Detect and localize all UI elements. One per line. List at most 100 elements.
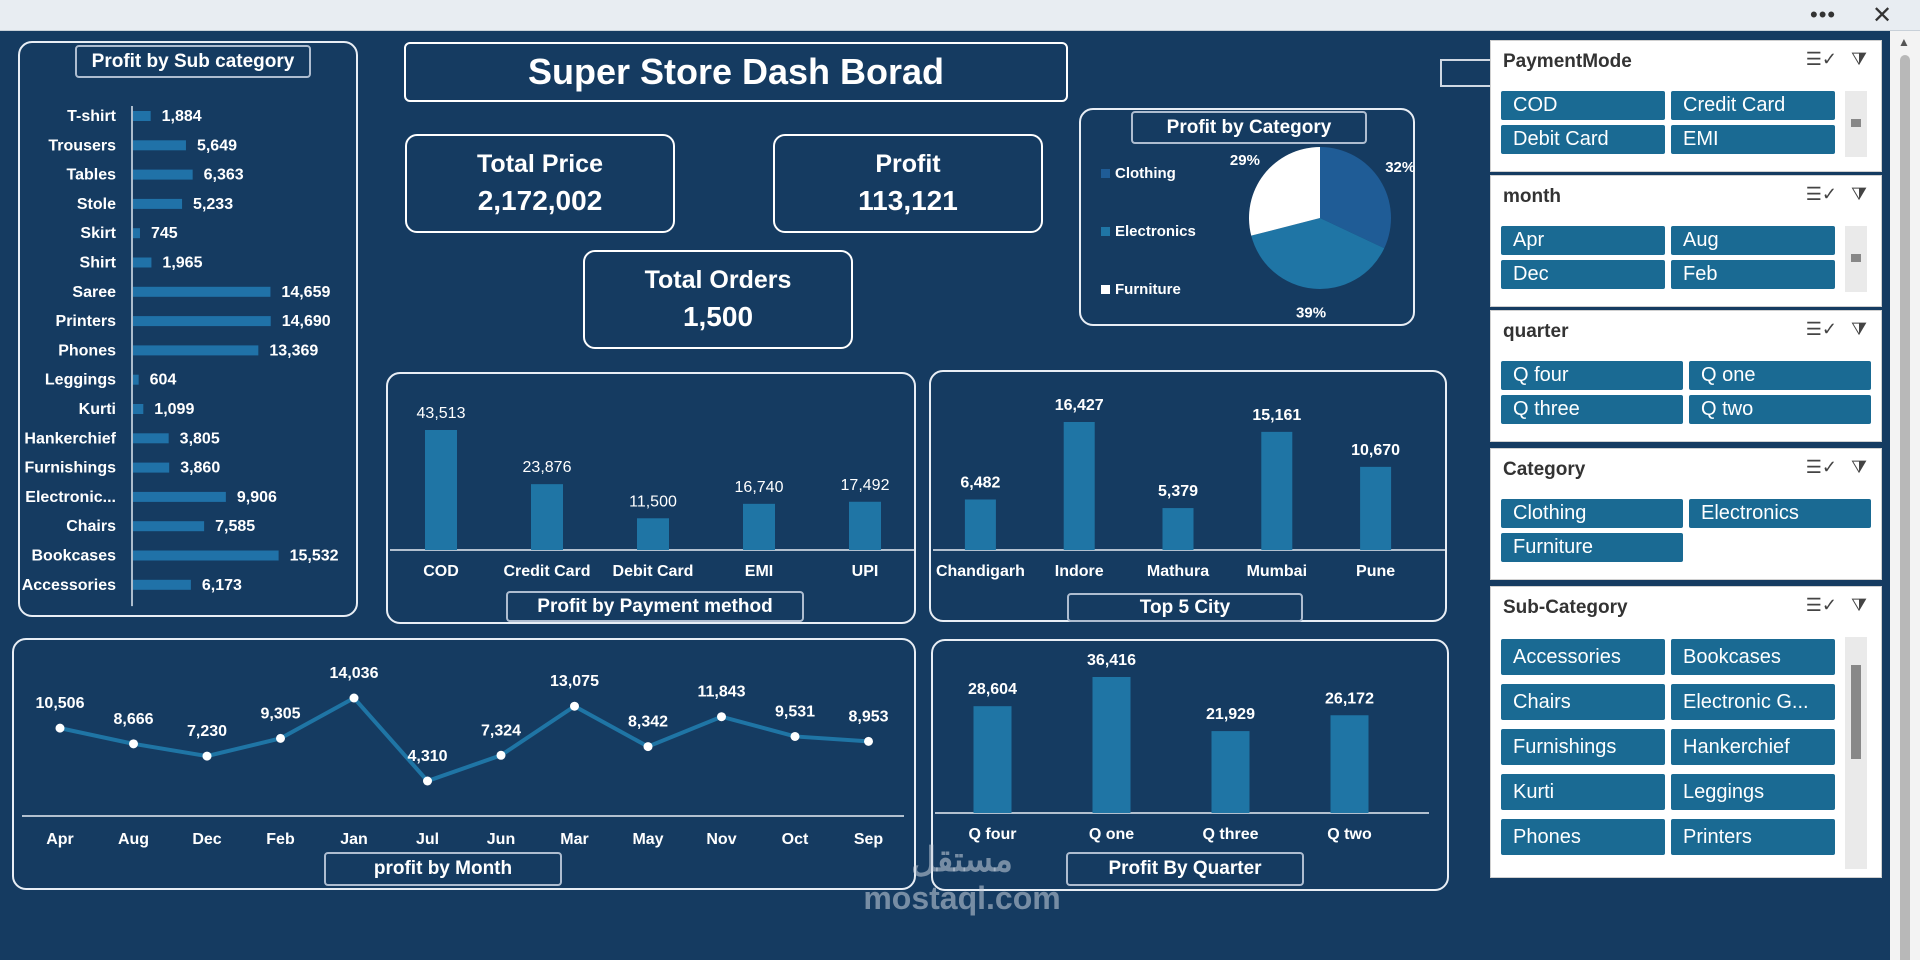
scrollbar-thumb[interactable]	[1900, 55, 1910, 960]
data-label: 9,906	[237, 489, 277, 506]
multi-select-icon[interactable]: ☰✓	[1805, 595, 1837, 615]
slicer-item[interactable]: Clothing	[1501, 499, 1683, 528]
slicer-item[interactable]: Leggings	[1671, 774, 1835, 810]
bar	[964, 499, 996, 550]
clear-filter-icon[interactable]: ⧩	[1850, 319, 1867, 339]
data-label: 29%	[1230, 152, 1260, 169]
more-options-icon[interactable]: •••	[1810, 2, 1837, 27]
slicer-item[interactable]: Debit Card	[1501, 125, 1665, 154]
bar	[973, 706, 1012, 813]
close-icon[interactable]: ✕	[1872, 2, 1893, 29]
bar	[743, 503, 775, 550]
bar	[1330, 715, 1369, 813]
category-label: Bookcases	[32, 548, 117, 565]
slicer-item[interactable]: EMI	[1671, 125, 1835, 154]
slicer-item[interactable]: Electronic G...	[1671, 684, 1835, 720]
subcategory-bar-chart: T-shirt 1,884 Trousers 5,649 Tables 6,363 Stol…	[22, 106, 339, 607]
slicer-item[interactable]: Kurti	[1501, 774, 1665, 810]
slicer-item[interactable]: Q four	[1501, 361, 1683, 390]
clear-filter-icon[interactable]: ⧩	[1850, 595, 1867, 615]
clear-filter-icon[interactable]: ⧩	[1850, 457, 1867, 477]
bar	[133, 521, 205, 532]
category-label: Printers	[56, 313, 117, 330]
kpi-label: Total Price	[477, 150, 603, 178]
category-label: Q four	[969, 826, 1017, 843]
slicer-item[interactable]: Phones	[1501, 819, 1665, 855]
legend-swatch	[1101, 227, 1110, 236]
bar	[1092, 677, 1131, 813]
scroll-up-icon[interactable]: ▲	[1898, 35, 1910, 49]
category-label: UPI	[852, 563, 879, 580]
legend-swatch	[1101, 285, 1110, 294]
slicer-item[interactable]: Chairs	[1501, 684, 1665, 720]
slicer-scrollbar[interactable]	[1845, 91, 1867, 157]
pie-slice	[1249, 147, 1320, 236]
slicer-month: month ☰✓ ⧩ Apr Aug Dec Feb	[1490, 175, 1882, 307]
slicer-item[interactable]: Furnishings	[1501, 729, 1665, 765]
bar	[133, 462, 170, 473]
category-label: Hankerchief	[24, 430, 116, 447]
slicer-item[interactable]: Q three	[1501, 395, 1683, 424]
data-label: 36,416	[1087, 652, 1136, 669]
multi-select-icon[interactable]: ☰✓	[1805, 457, 1837, 477]
data-label: 16,740	[735, 479, 784, 496]
slicer-item[interactable]: Credit Card	[1671, 91, 1835, 120]
category-label: Feb	[266, 831, 295, 848]
slicer-title: month	[1503, 186, 1562, 207]
pie-slice	[1320, 147, 1391, 249]
slicer-item[interactable]: Apr	[1501, 226, 1665, 255]
slicer-item[interactable]: COD	[1501, 91, 1665, 120]
data-label: 21,929	[1206, 706, 1255, 723]
category-label: Oct	[782, 831, 809, 848]
category-label: Aug	[118, 831, 149, 848]
multi-select-icon[interactable]: ☰✓	[1805, 49, 1837, 69]
bar	[133, 169, 193, 180]
bar	[1162, 508, 1194, 550]
data-point	[570, 701, 579, 711]
category-label: Pune	[1356, 563, 1395, 580]
slicer-item[interactable]: Q two	[1689, 395, 1871, 424]
multi-select-icon[interactable]: ☰✓	[1805, 184, 1837, 204]
slicer-item[interactable]: Furniture	[1501, 533, 1683, 562]
slicer-item[interactable]: Dec	[1501, 260, 1665, 289]
slicer-scrollbar[interactable]	[1845, 226, 1867, 292]
data-label: 8,953	[848, 708, 888, 725]
data-label: 39%	[1296, 305, 1326, 322]
category-label: COD	[423, 563, 459, 580]
category-label: Q one	[1089, 826, 1134, 843]
window-title-bar: ••• ✕	[0, 0, 1920, 31]
kpi-profit: Profit 113,121	[773, 134, 1043, 233]
legend-label: Electronics	[1115, 223, 1196, 240]
data-point	[864, 736, 873, 746]
slicer-item[interactable]: Electronics	[1689, 499, 1871, 528]
data-label: 604	[150, 372, 177, 389]
payment-bar-chart: 43,513 COD 23,876 Credit Card 11,500 Debit Ca…	[390, 405, 914, 580]
slicer-item[interactable]: Printers	[1671, 819, 1835, 855]
subcategory-chart-title: Profit by Sub category	[75, 45, 311, 78]
slicer-item[interactable]: Bookcases	[1671, 639, 1835, 675]
data-label: 11,843	[697, 684, 745, 701]
slicer-item[interactable]: Q one	[1689, 361, 1871, 390]
bar	[133, 198, 183, 209]
data-label: 6,173	[202, 577, 242, 594]
clear-filter-icon[interactable]: ⧩	[1850, 184, 1867, 204]
vertical-scrollbar[interactable]: ▲	[1890, 31, 1920, 960]
bar	[133, 228, 140, 239]
slicer-item[interactable]: Feb	[1671, 260, 1835, 289]
data-label: 16,427	[1055, 397, 1104, 414]
category-label: Leggings	[45, 372, 116, 389]
data-label: 23,876	[523, 459, 572, 476]
category-chart-panel: 32% 39% 29% Clothing Electronics Furniture	[1079, 108, 1415, 326]
slicer-connector	[1440, 59, 1492, 87]
slicer-item[interactable]: Hankerchief	[1671, 729, 1835, 765]
category-label: Mumbai	[1247, 563, 1307, 580]
slicer-scrollbar[interactable]	[1845, 637, 1867, 869]
data-label: 15,161	[1252, 407, 1301, 424]
clear-filter-icon[interactable]: ⧩	[1850, 49, 1867, 69]
slicer-item[interactable]: Aug	[1671, 226, 1835, 255]
multi-select-icon[interactable]: ☰✓	[1805, 319, 1837, 339]
bar	[531, 484, 563, 550]
quarter-chart-panel: 28,604 Q four 36,416 Q one 21,929 Q three 26,1…	[931, 639, 1449, 891]
category-label: Phones	[58, 342, 116, 359]
slicer-item[interactable]: Accessories	[1501, 639, 1665, 675]
